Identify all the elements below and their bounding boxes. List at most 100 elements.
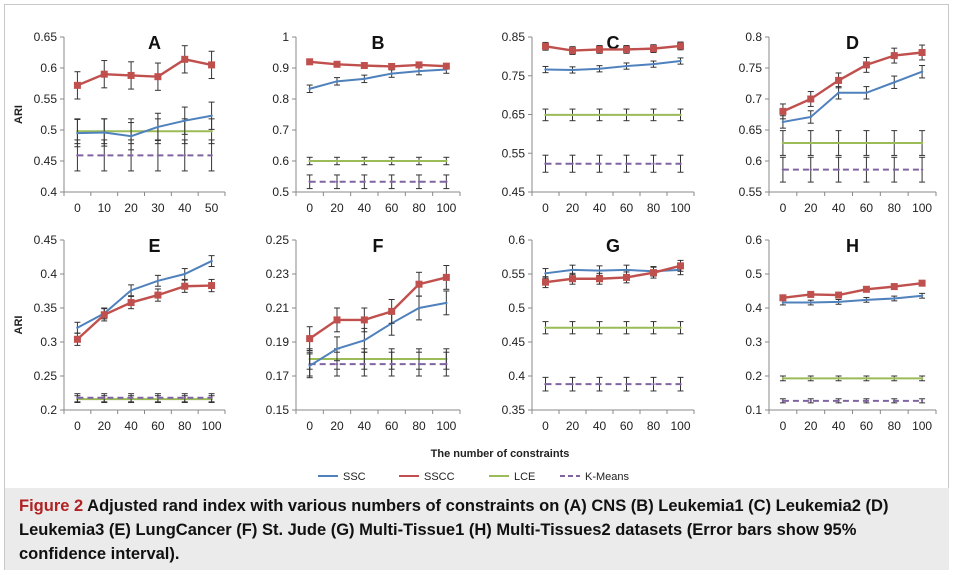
y-tick-label: 0.65	[34, 30, 58, 44]
data-point	[127, 71, 135, 79]
legend-item-ssc: SSC	[318, 471, 366, 483]
data-point	[652, 62, 655, 66]
y-tick-label: 0.9	[272, 61, 289, 75]
data-point	[156, 396, 160, 399]
x-tick-label: 100	[670, 201, 690, 215]
series-ssc	[542, 57, 684, 74]
data-point	[333, 60, 341, 68]
data-point	[679, 113, 682, 117]
legend-label: SSC	[343, 471, 366, 483]
panel-title: F	[373, 236, 384, 256]
data-point	[306, 58, 314, 66]
data-point	[837, 168, 840, 171]
data-point	[809, 115, 812, 119]
data-point	[920, 168, 924, 171]
data-point	[308, 180, 311, 183]
x-tick-label: 80	[888, 419, 902, 433]
series-sscc	[542, 41, 684, 55]
data-point	[73, 335, 81, 343]
series-lce	[74, 395, 215, 404]
data-point	[103, 154, 106, 157]
x-tick-label: 40	[358, 419, 372, 433]
data-point	[544, 326, 547, 329]
x-tick-label: 60	[860, 419, 874, 433]
data-point	[835, 291, 843, 299]
series-line	[309, 60, 447, 68]
data-point	[596, 45, 603, 53]
data-point	[417, 306, 421, 310]
data-point	[388, 62, 396, 70]
data-point	[363, 159, 366, 163]
data-point	[100, 70, 108, 78]
x-tick-label: 20	[124, 201, 138, 215]
data-point	[542, 278, 549, 286]
series-line	[782, 294, 923, 304]
data-point	[544, 68, 547, 71]
x-tick-label: 0	[780, 201, 787, 215]
x-tick-label: 100	[912, 419, 932, 433]
legend-label: LCE	[514, 471, 535, 483]
data-point	[809, 399, 812, 403]
x-tick-label: 20	[566, 201, 580, 215]
x-tick-label: 50	[205, 201, 219, 215]
y-tick-label: 0.75	[739, 61, 763, 75]
data-point	[103, 131, 106, 134]
data-point	[781, 301, 785, 304]
data-point	[571, 68, 574, 72]
x-tick-label: 60	[860, 201, 874, 215]
x-tick-label: 100	[436, 419, 456, 433]
data-point	[862, 61, 870, 69]
data-point	[598, 67, 601, 70]
y-tick-label: 0.4	[40, 267, 57, 281]
chart-panel-f: 0.15 0.17 0.19 0.21 0.23 0.25 0 20 40 60 80 100 F	[266, 233, 461, 433]
data-point	[390, 159, 393, 163]
y-tick-label: 0.3	[745, 335, 762, 349]
data-point	[625, 64, 628, 68]
data-point	[544, 382, 547, 386]
chart-panel-d: 0.55 0.6 0.65 0.7 0.75 0.8 0 20 40 60 80 100 D	[739, 30, 937, 215]
x-tick-label: 60	[620, 201, 634, 215]
data-point	[918, 279, 926, 287]
data-point	[920, 399, 924, 403]
series-line	[545, 44, 681, 52]
series-lce	[542, 108, 684, 122]
data-point	[865, 168, 868, 171]
data-point	[809, 168, 812, 171]
series-sscc	[306, 58, 450, 70]
data-point	[76, 326, 79, 329]
caption-text: Adjusted rand index with various numbers…	[19, 497, 889, 563]
y-tick-label: 0.25	[34, 369, 58, 383]
series-lce	[779, 130, 926, 156]
series-ssc	[306, 290, 450, 379]
y-tick-label: 0.45	[34, 154, 58, 168]
y-tick-label: 0.8	[272, 92, 289, 106]
data-point	[417, 180, 421, 183]
series-k-means	[779, 398, 926, 404]
y-tick-label: 0.6	[745, 233, 762, 247]
data-point	[918, 49, 926, 56]
data-point	[360, 316, 368, 324]
x-tick-label: 20	[330, 419, 344, 433]
y-tick-label: 0.35	[502, 403, 526, 417]
data-point	[893, 377, 896, 380]
legend: SSC SSCC LCE K-Means	[318, 471, 630, 483]
series-sscc	[73, 45, 216, 100]
data-point	[156, 154, 160, 157]
series-sscc	[779, 279, 926, 302]
data-point	[183, 272, 186, 276]
data-point	[210, 114, 213, 117]
data-point	[390, 72, 393, 75]
y-tick-label: 0.65	[739, 123, 763, 137]
data-point	[920, 294, 924, 297]
series-line	[76, 284, 212, 341]
data-point	[544, 113, 547, 117]
y-tick-label: 0.6	[508, 233, 525, 247]
data-point	[571, 382, 574, 386]
data-point	[650, 269, 657, 277]
data-point	[652, 326, 655, 329]
data-point	[335, 362, 339, 366]
x-tick-label: 0	[74, 201, 81, 215]
data-point	[417, 69, 421, 73]
data-point	[129, 396, 133, 399]
data-point	[779, 294, 787, 302]
